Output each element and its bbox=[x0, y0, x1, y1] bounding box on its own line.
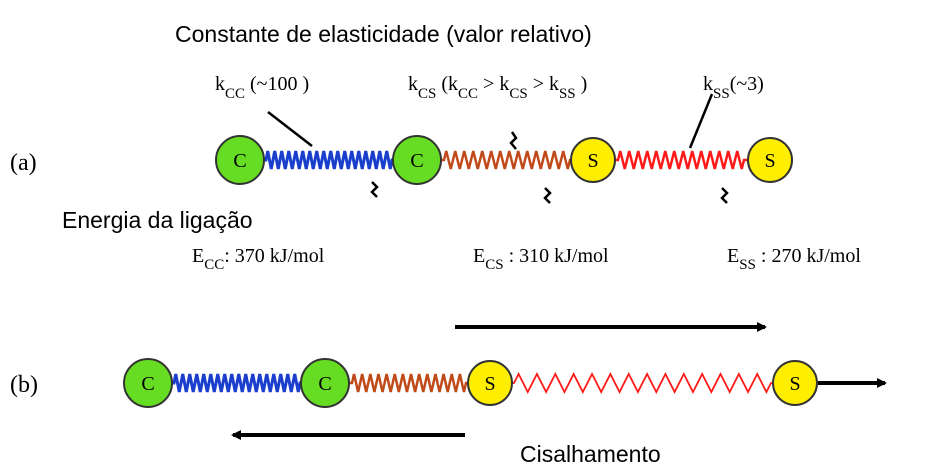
energy-symbol: E bbox=[473, 245, 485, 267]
k-label-part: k bbox=[215, 73, 225, 95]
k-label-part: (~3) bbox=[730, 73, 764, 95]
atom-label: S bbox=[484, 373, 495, 395]
panel-label: (a) bbox=[10, 150, 37, 176]
spring bbox=[170, 373, 304, 393]
energy-label: ECC: 370 kJ/mol bbox=[192, 245, 325, 273]
springs bbox=[170, 150, 775, 394]
panel-label: (b) bbox=[10, 372, 38, 398]
energy-label: ECS : 310 kJ/mol bbox=[473, 245, 609, 273]
pointer bbox=[688, 93, 714, 149]
k-label-part: ) bbox=[576, 73, 588, 95]
atom-label: S bbox=[764, 150, 775, 172]
k-label-part: CC bbox=[458, 86, 478, 102]
spring bbox=[510, 372, 775, 394]
k-label-part: CS bbox=[509, 86, 527, 102]
atom bbox=[772, 360, 818, 406]
nodes: C C S SC C S S bbox=[123, 135, 818, 408]
k-label: kSS(~3) bbox=[703, 73, 764, 102]
k-label: kCS (kCC > kCS > kSS ) bbox=[408, 73, 587, 102]
energy-heading: Energia da ligação bbox=[62, 207, 253, 233]
atom-label: C bbox=[318, 373, 331, 395]
title: Constante de elasticidade (valor relativ… bbox=[175, 21, 592, 47]
k-label-part: (~100 ) bbox=[245, 73, 309, 95]
atom-label: C bbox=[141, 373, 154, 395]
k-label-part: CC bbox=[225, 86, 245, 102]
energy-symbol: E bbox=[192, 245, 204, 267]
energy-symbol: E bbox=[727, 245, 739, 267]
atom bbox=[570, 137, 616, 183]
atom-label: C bbox=[410, 150, 423, 172]
energy-sub: CS bbox=[485, 257, 503, 273]
spring bbox=[440, 150, 574, 170]
energy-label: ESS : 270 kJ/mol bbox=[727, 245, 861, 273]
atom bbox=[123, 358, 173, 408]
labels: kCC (~100 ) kCS (kCC > kCS > kSS ) kSS(~3)… bbox=[192, 73, 861, 273]
k-label: kCC (~100 ) bbox=[215, 73, 309, 102]
k-label-part: k bbox=[703, 73, 713, 95]
atom bbox=[300, 358, 350, 408]
pointers bbox=[267, 93, 729, 204]
k-label-part: CS bbox=[418, 86, 436, 102]
spring bbox=[614, 150, 748, 170]
squiggle bbox=[543, 187, 552, 204]
k-label-part: SS bbox=[713, 86, 730, 102]
shear-label: Cisalhamento bbox=[520, 441, 661, 467]
spring bbox=[348, 373, 470, 393]
atom bbox=[747, 137, 793, 183]
spring bbox=[262, 150, 396, 170]
pointer bbox=[509, 131, 518, 150]
energy-sub: SS bbox=[739, 257, 756, 273]
atom bbox=[467, 360, 513, 406]
k-label-part: k bbox=[408, 73, 418, 95]
atom bbox=[215, 135, 265, 185]
atom-label: S bbox=[789, 373, 800, 395]
k-label-part: (k bbox=[436, 73, 458, 95]
squiggle bbox=[370, 181, 379, 198]
atom bbox=[392, 135, 442, 185]
atom-label: S bbox=[587, 150, 598, 172]
pointer bbox=[267, 111, 313, 147]
energy-sub: CC bbox=[204, 257, 224, 273]
energy-value: : 310 kJ/mol bbox=[504, 245, 609, 267]
k-label-part: SS bbox=[559, 86, 576, 102]
k-label-part: > k bbox=[478, 73, 509, 95]
atom-label: C bbox=[233, 150, 246, 172]
squiggle bbox=[720, 187, 729, 204]
energy-value: : 370 kJ/mol bbox=[224, 245, 324, 267]
energy-value: : 270 kJ/mol bbox=[756, 245, 861, 267]
arrows bbox=[231, 322, 887, 440]
k-label-part: > k bbox=[528, 73, 559, 95]
